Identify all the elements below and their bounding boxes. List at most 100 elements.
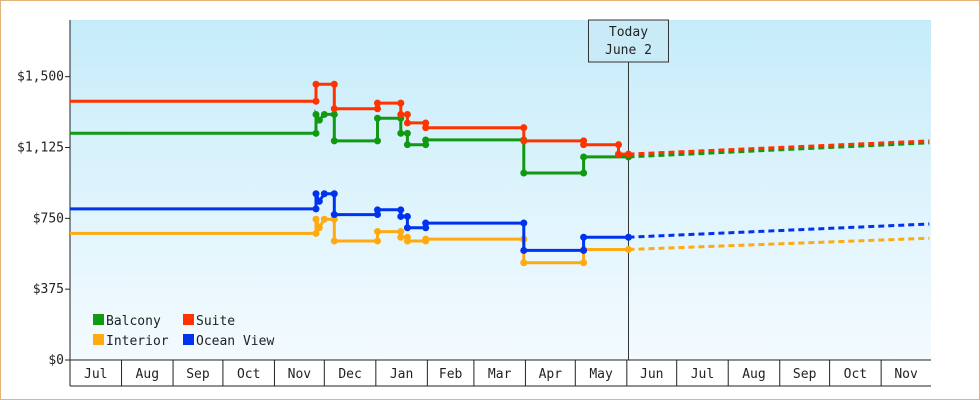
x-tick-label: Feb [439,367,463,382]
data-point-suite [312,97,320,105]
data-point-interior [580,259,588,267]
legend-label-ocean-view: Ocean View [196,334,274,349]
data-point-suite [615,150,623,158]
data-point-balcony [312,129,320,137]
data-point-balcony [397,129,405,137]
data-point-ocean-view [312,205,320,213]
data-point-ocean-view [312,190,320,198]
data-point-suite [615,141,623,149]
data-point-ocean-view [520,246,528,254]
data-point-ocean-view [397,212,405,220]
x-tick-label: Dec [338,367,361,382]
data-point-interior [315,224,323,232]
data-point-suite [374,105,381,113]
legend-label-suite: Suite [196,314,235,329]
data-point-interior [624,246,632,253]
data-point-balcony [403,141,411,149]
data-point-balcony [422,136,430,144]
x-tick-label: Oct [237,367,260,382]
y-tick-label: $0 [48,353,64,368]
forecast-line-suite [628,139,930,156]
data-point-suite [397,110,405,118]
data-point-suite [330,105,338,113]
data-point-ocean-view [330,190,338,198]
data-point-ocean-view [624,233,632,241]
data-point-interior [374,228,381,236]
x-tick-label: Sep [186,367,210,382]
x-tick-label: Nov [894,367,918,382]
legend-swatch-ocean-view [183,334,194,345]
data-point-interior [397,233,405,241]
data-point-balcony [403,129,411,137]
x-tick-label: Jan [390,367,413,382]
data-point-ocean-view [422,219,430,227]
today-label: Today [609,25,648,40]
today-date-label: June 2 [605,43,652,58]
x-tick-label: May [589,367,613,382]
forecast-line-ocean-view [628,222,930,239]
data-point-suite [397,99,405,107]
today-box [587,19,669,63]
data-point-suite [580,141,588,149]
x-tick-label: Aug [136,367,159,382]
data-point-suite [312,80,320,88]
forecast-line-balcony [628,141,930,159]
data-point-ocean-view [330,211,338,219]
data-point-suite [374,99,381,107]
data-point-interior [330,237,338,245]
data-point-interior [312,215,320,223]
data-point-suite [520,124,528,132]
y-tick-label: $750 [33,211,64,226]
data-point-interior [422,235,430,243]
data-point-ocean-view [580,246,588,254]
data-point-balcony [580,153,588,161]
x-tick-label: Nov [288,367,312,382]
data-point-ocean-view [403,224,411,232]
legend-swatch-balcony [93,314,104,325]
data-point-balcony [320,110,328,118]
data-point-interior [312,229,320,237]
x-tick-label: Aug [742,367,765,382]
data-point-ocean-view [374,206,381,214]
data-point-suite [330,80,338,88]
x-tick-label: Sep [793,367,817,382]
data-point-ocean-view [520,219,528,227]
data-point-balcony [374,137,381,145]
data-point-balcony [330,137,338,145]
legend-label-interior: Interior [106,334,169,349]
data-point-ocean-view [315,197,323,205]
data-point-suite [422,124,430,132]
x-tick-label: Jun [640,367,663,382]
data-point-interior [520,259,528,267]
data-point-suite [624,150,632,158]
data-point-interior [397,228,405,236]
x-tick-label: Jul [691,367,714,382]
y-tick-label: $1,500 [17,70,64,85]
legend-label-balcony: Balcony [106,314,161,329]
x-tick-label: Jul [84,367,107,382]
data-point-balcony [330,110,338,118]
data-point-balcony [580,169,588,177]
data-point-interior [403,237,411,245]
plot-area [70,20,931,360]
data-point-suite [520,137,528,145]
data-point-interior [374,237,381,245]
data-point-interior [320,215,328,223]
legend-swatch-interior [93,334,104,345]
data-point-ocean-view [580,233,588,241]
x-tick-label: Oct [844,367,867,382]
data-point-ocean-view [403,212,411,220]
data-point-ocean-view [320,190,328,198]
data-point-balcony [315,116,323,124]
legend-swatch-suite [183,314,194,325]
data-point-balcony [520,169,528,177]
forecast-line-interior [628,236,930,251]
data-point-balcony [312,110,320,118]
data-point-balcony [374,114,381,122]
data-point-suite [403,119,411,127]
x-tick-label: Mar [488,367,512,382]
data-point-suite [403,110,411,118]
data-point-ocean-view [397,206,405,214]
x-tick-label: Apr [539,367,563,382]
